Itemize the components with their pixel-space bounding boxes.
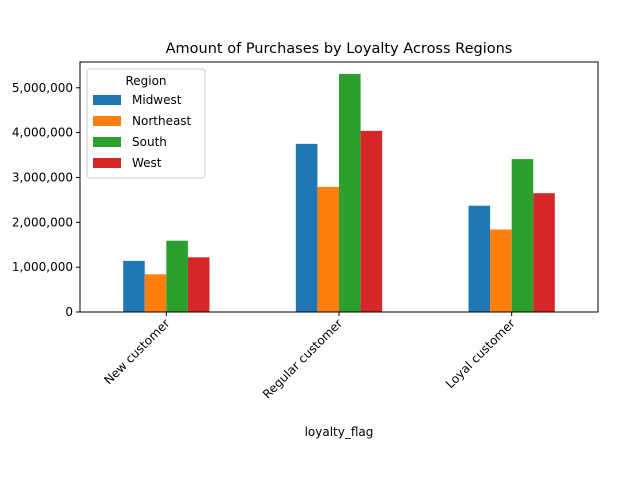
legend: Region Midwest Northeast South West xyxy=(86,68,206,179)
legend-swatch-northeast xyxy=(93,116,121,126)
bar-west-1 xyxy=(360,130,383,312)
bar-northeast-0 xyxy=(144,274,167,312)
legend-label-west: West xyxy=(132,156,162,170)
y-tick-label: 1,000,000 xyxy=(12,260,73,274)
y-axis: 0 1,000,000 2,000,000 3,000,000 4,000,000 5,0… xyxy=(12,81,80,319)
bar-south-0 xyxy=(166,240,188,312)
bar-midwest-2 xyxy=(468,205,491,312)
bar-midwest-0 xyxy=(123,260,145,312)
bar-midwest-1 xyxy=(295,143,318,312)
legend-swatch-midwest xyxy=(93,95,121,105)
y-tick-label: 2,000,000 xyxy=(12,215,73,229)
y-tick-label: 0 xyxy=(65,305,73,319)
chart-title: Amount of Purchases by Loyalty Across Re… xyxy=(166,41,513,57)
plot-frame xyxy=(79,61,599,313)
bar-west-2 xyxy=(533,193,555,312)
legend-title: Region xyxy=(125,74,166,88)
legend-swatch-west xyxy=(93,158,121,168)
legend-label-northeast: Northeast xyxy=(132,114,192,128)
legend-label-midwest: Midwest xyxy=(132,93,182,107)
x-axis-label: loyalty_flag xyxy=(305,425,374,439)
bar-west-0 xyxy=(187,257,210,312)
bar-northeast-2 xyxy=(490,229,512,312)
y-tick-label: 4,000,000 xyxy=(12,126,73,140)
legend-swatch-south xyxy=(93,137,121,147)
bar-northeast-1 xyxy=(317,186,339,312)
bar-south-2 xyxy=(511,159,534,312)
legend-items: Midwest Northeast South West xyxy=(93,93,192,170)
bars xyxy=(123,73,555,312)
y-tick-label: 5,000,000 xyxy=(12,81,73,95)
bar-south-1 xyxy=(339,73,361,312)
legend-label-south: South xyxy=(132,135,167,149)
y-tick-label: 3,000,000 xyxy=(12,170,73,184)
